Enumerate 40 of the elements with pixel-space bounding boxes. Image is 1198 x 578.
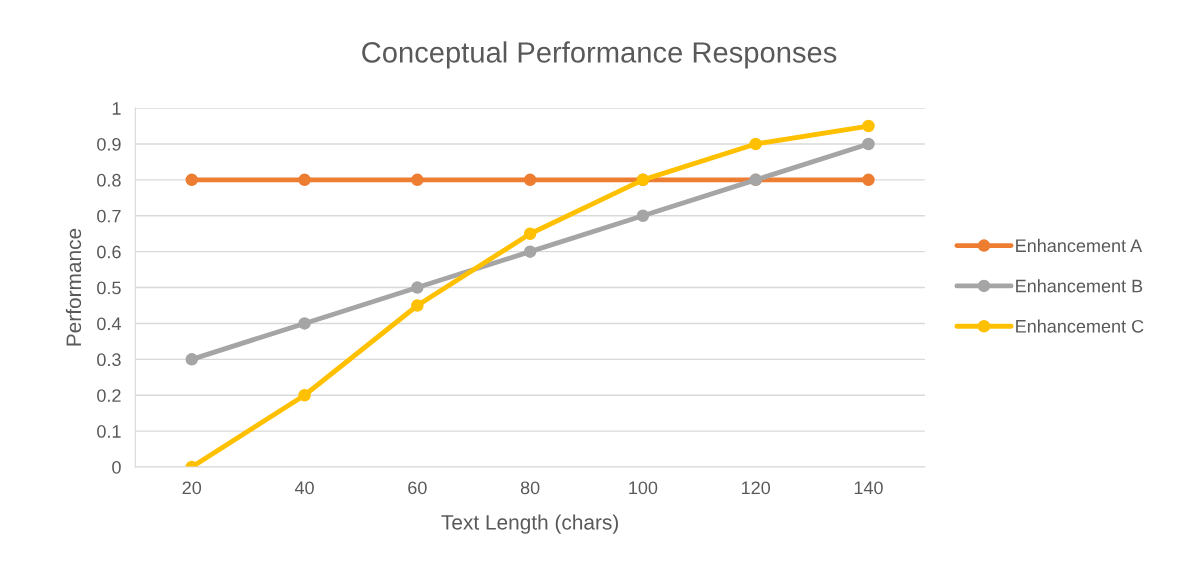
point <box>862 119 875 133</box>
y-tick-label: 1 <box>112 102 121 115</box>
x-tick-label: 80 <box>520 481 540 495</box>
y-tick-label: 0.8 <box>97 173 121 187</box>
y-tick-label: 0.4 <box>97 317 121 331</box>
legend-label: Enhancement B <box>1016 279 1143 293</box>
x-tick-label: 120 <box>742 481 771 495</box>
legend-label: Enhancement A <box>1016 238 1143 253</box>
point <box>411 281 424 294</box>
point <box>523 245 537 258</box>
x-tick-label: 140 <box>854 481 883 495</box>
x-tick-label: 20 <box>182 481 202 495</box>
y-tick-label: 0.1 <box>97 425 121 438</box>
point <box>636 209 650 223</box>
x-tick-label: 100 <box>629 481 658 495</box>
point <box>185 353 199 366</box>
y-axis-title: Performance <box>65 228 82 346</box>
point <box>523 227 537 240</box>
y-tick-label: 0.5 <box>97 281 121 295</box>
x-axis-title: Text Length (chars) <box>441 514 618 534</box>
point <box>749 137 762 151</box>
y-tick-label: 0 <box>112 460 121 474</box>
x-tick-label: 40 <box>294 481 314 495</box>
y-tick-label: 0.7 <box>97 209 121 223</box>
x-tick-label: 60 <box>408 481 427 495</box>
point <box>862 173 875 187</box>
legend-label: Enhancement C <box>1016 319 1144 333</box>
y-tick-label: 0.9 <box>97 137 121 151</box>
point <box>298 388 311 402</box>
point <box>862 137 875 151</box>
point <box>185 173 199 187</box>
point <box>411 173 424 187</box>
y-tick-label: 0.3 <box>97 353 121 367</box>
chart-title: Conceptual Performance Responses <box>362 41 837 69</box>
point <box>411 299 424 312</box>
point <box>523 173 537 187</box>
y-tick-label: 0.2 <box>97 389 121 402</box>
point <box>298 317 311 330</box>
y-tick-label: 0.6 <box>97 245 121 259</box>
point <box>298 173 311 187</box>
